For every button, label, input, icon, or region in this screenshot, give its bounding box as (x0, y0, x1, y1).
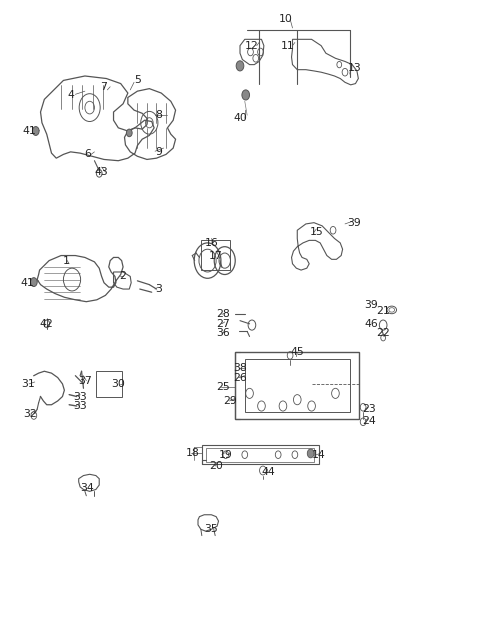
Text: 23: 23 (362, 404, 376, 414)
Text: 6: 6 (84, 149, 91, 159)
Text: 14: 14 (312, 450, 325, 460)
Bar (245, 359, 350, 412)
Text: 38: 38 (233, 363, 247, 373)
Text: 39: 39 (364, 300, 378, 310)
Text: 13: 13 (348, 63, 361, 73)
Text: 5: 5 (134, 76, 141, 86)
Text: 16: 16 (204, 238, 218, 248)
Circle shape (33, 126, 39, 135)
Text: 15: 15 (310, 227, 323, 237)
Text: 33: 33 (73, 392, 87, 401)
Text: 8: 8 (156, 110, 162, 120)
Text: 24: 24 (362, 415, 376, 425)
Bar (202, 445, 319, 464)
Text: 27: 27 (216, 319, 230, 329)
Text: 22: 22 (376, 328, 390, 338)
Text: 39: 39 (348, 218, 361, 228)
Text: 28: 28 (216, 309, 230, 319)
Circle shape (307, 449, 314, 458)
Text: 44: 44 (262, 467, 276, 478)
Text: 37: 37 (78, 376, 92, 385)
Circle shape (126, 129, 132, 137)
Text: 30: 30 (111, 379, 125, 389)
Text: 34: 34 (81, 483, 94, 493)
Text: 7: 7 (100, 82, 108, 91)
Text: 40: 40 (233, 114, 247, 123)
Bar (201, 240, 230, 270)
Text: 18: 18 (185, 448, 199, 458)
Text: 29: 29 (224, 396, 237, 406)
Circle shape (242, 90, 250, 100)
Text: 33: 33 (73, 401, 87, 411)
Text: 12: 12 (245, 41, 259, 51)
Text: 45: 45 (290, 347, 304, 358)
Text: 19: 19 (219, 450, 232, 460)
Text: 46: 46 (364, 319, 378, 329)
Text: 17: 17 (209, 251, 223, 260)
Circle shape (31, 277, 37, 286)
Text: 4: 4 (67, 90, 74, 100)
Text: 3: 3 (156, 284, 162, 294)
Text: 36: 36 (216, 328, 230, 338)
Text: 2: 2 (120, 271, 127, 281)
Text: 11: 11 (281, 41, 295, 51)
Text: 43: 43 (95, 167, 108, 177)
Text: 1: 1 (62, 256, 69, 265)
Text: 42: 42 (40, 319, 54, 329)
Bar (96, 371, 122, 396)
Text: 32: 32 (23, 408, 37, 418)
Text: 35: 35 (204, 525, 218, 534)
Text: 41: 41 (21, 277, 35, 288)
Text: 20: 20 (209, 461, 223, 471)
Text: 21: 21 (376, 306, 390, 316)
Bar (205, 448, 314, 462)
Text: 41: 41 (22, 126, 36, 136)
Bar (235, 352, 360, 418)
Text: 26: 26 (233, 373, 247, 382)
Text: 25: 25 (216, 382, 230, 392)
Text: 9: 9 (156, 147, 162, 157)
Text: 10: 10 (278, 14, 292, 24)
Circle shape (236, 61, 244, 71)
Text: 31: 31 (21, 379, 35, 389)
